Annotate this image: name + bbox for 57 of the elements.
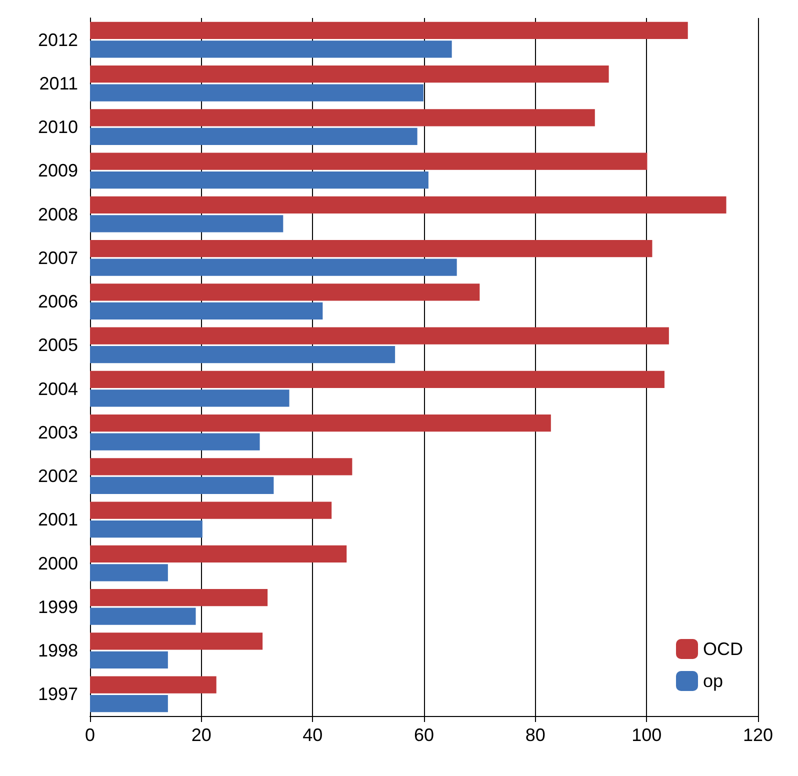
x-tick-label: 20 — [191, 725, 212, 745]
bar — [90, 40, 452, 58]
bar — [90, 502, 332, 519]
y-tick-label: 2000 — [38, 553, 78, 574]
bar — [90, 240, 652, 258]
bar — [90, 676, 216, 694]
x-tick-label: 40 — [302, 725, 323, 745]
bar — [90, 564, 168, 582]
bar — [90, 545, 347, 562]
bar — [90, 284, 480, 301]
bar — [90, 327, 669, 344]
x-tick-label: 60 — [414, 725, 434, 745]
bar — [90, 608, 196, 625]
legend-label: op — [703, 671, 724, 691]
bar — [90, 215, 284, 232]
bar — [90, 66, 609, 83]
bar — [90, 22, 688, 39]
bar — [90, 520, 202, 538]
bar — [90, 433, 260, 450]
x-tick-label: 100 — [632, 725, 662, 745]
y-tick-label: 2001 — [38, 510, 78, 530]
y-tick-label: 2009 — [38, 160, 78, 181]
bar — [90, 196, 726, 214]
y-tick-label: 2005 — [38, 335, 78, 356]
bar — [90, 414, 551, 432]
x-tick-label: 120 — [742, 725, 774, 745]
bar — [90, 172, 428, 189]
y-tick-label: 2003 — [38, 422, 78, 442]
legend-label: OCD — [703, 639, 743, 659]
bar — [90, 258, 457, 276]
y-tick-label: 2007 — [38, 248, 78, 268]
bar — [90, 589, 268, 606]
y-tick-label: 2008 — [38, 204, 78, 224]
bar — [90, 346, 396, 364]
bar — [90, 695, 168, 712]
y-tick-label: 1998 — [38, 640, 78, 661]
bar — [90, 128, 418, 145]
y-tick-label: 1999 — [38, 596, 78, 617]
y-tick-label: 2002 — [38, 466, 78, 486]
x-tick-label: 0 — [84, 725, 96, 745]
bar — [90, 152, 648, 170]
y-tick-label: 2011 — [39, 73, 78, 94]
bar — [90, 632, 263, 650]
bar — [90, 476, 274, 494]
y-tick-label: 2010 — [38, 117, 78, 138]
y-tick-label: 2012 — [38, 30, 78, 50]
bar — [90, 390, 290, 407]
y-tick-label: 1997 — [38, 684, 78, 704]
bar — [90, 302, 323, 320]
bar — [90, 370, 664, 388]
y-tick-label: 2006 — [38, 292, 78, 312]
bar — [90, 651, 168, 668]
bar — [90, 109, 595, 126]
x-tick-label: 80 — [525, 725, 546, 745]
bar — [90, 458, 352, 476]
bar — [90, 84, 424, 102]
y-tick-label: 2004 — [38, 378, 78, 399]
